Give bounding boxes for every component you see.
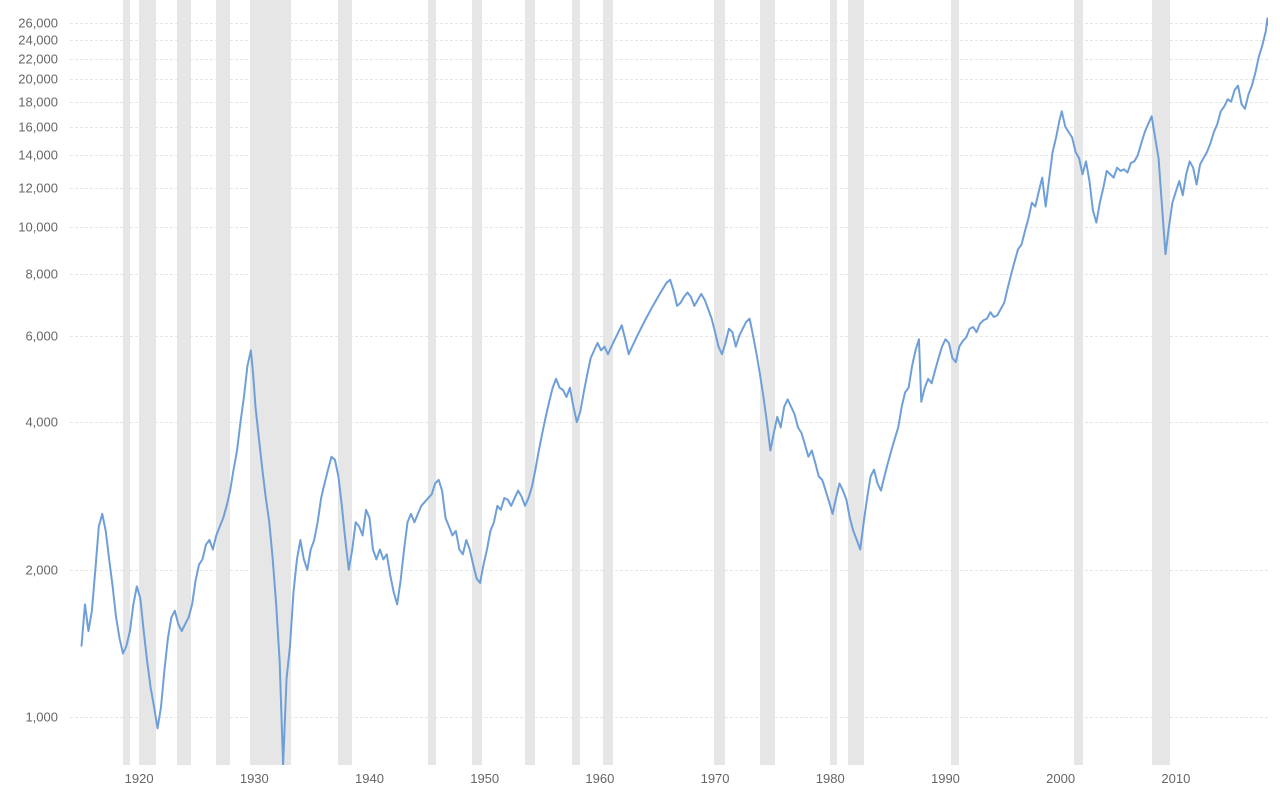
- y-tick-label: 1,000: [25, 710, 58, 725]
- x-tick-label: 1970: [701, 771, 730, 786]
- x-tick-label: 1980: [816, 771, 845, 786]
- stock-chart: 1,000 2,000 4,000 6,000 8,000 10,000 12,000 14,…: [0, 0, 1280, 790]
- x-tick-label: 1990: [931, 771, 960, 786]
- x-tick-label: 1920: [125, 771, 154, 786]
- y-tick-label: 22,000: [18, 51, 58, 66]
- y-tick-label: 24,000: [18, 33, 58, 48]
- x-tick-label: 1950: [470, 771, 499, 786]
- y-tick-label: 16,000: [18, 119, 58, 134]
- x-tick-label: 1940: [355, 771, 384, 786]
- y-tick-label: 8,000: [25, 267, 58, 282]
- y-tick-label: 20,000: [18, 72, 58, 87]
- x-tick-label: 2010: [1161, 771, 1190, 786]
- y-tick-label: 14,000: [18, 148, 58, 163]
- x-tick-label: 2000: [1046, 771, 1075, 786]
- y-tick-label: 12,000: [18, 181, 58, 196]
- y-tick-label: 2,000: [25, 562, 58, 577]
- y-tick-label: 18,000: [18, 94, 58, 109]
- y-tick-label: 10,000: [18, 219, 58, 234]
- line-layer: [70, 0, 1268, 765]
- plot-area: [70, 0, 1268, 765]
- y-tick-label: 6,000: [25, 328, 58, 343]
- x-tick-label: 1960: [585, 771, 614, 786]
- y-tick-label: 4,000: [25, 415, 58, 430]
- x-tick-label: 1930: [240, 771, 269, 786]
- y-tick-label: 26,000: [18, 16, 58, 31]
- price-line: [82, 18, 1268, 765]
